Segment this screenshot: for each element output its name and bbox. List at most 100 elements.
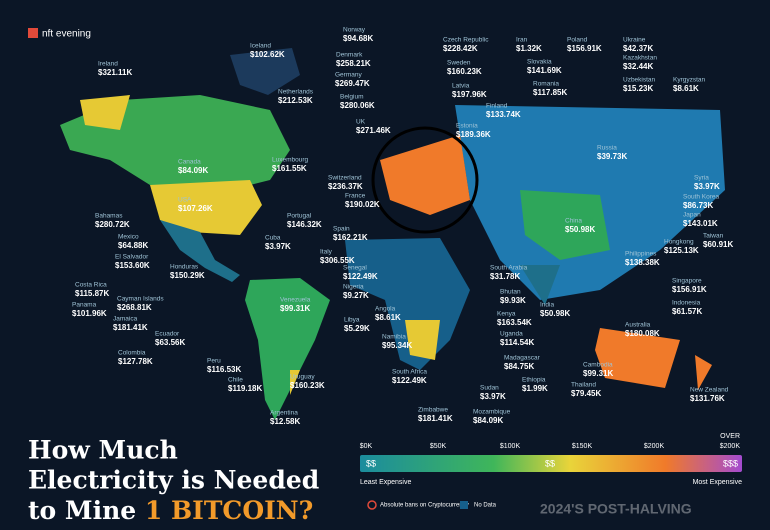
country-value: $306.55K — [320, 256, 355, 265]
country-value: $269.47K — [335, 79, 370, 88]
title-line: to Mine 1 BITCOIN? — [28, 496, 313, 525]
country-value: $39.73K — [597, 152, 627, 161]
country-name: Uganda — [500, 331, 523, 338]
country-name: Madagascar — [504, 355, 541, 362]
country-name: Latvia — [452, 83, 470, 90]
country-name: Iceland — [250, 43, 271, 50]
country-name: Spain — [333, 226, 350, 233]
country-value: $236.37K — [328, 182, 363, 191]
country-value: $116.53K — [207, 365, 241, 374]
country-name: Iran — [516, 37, 528, 44]
country-value: $153.60K — [115, 261, 150, 270]
country-name: Kazakhstan — [623, 55, 657, 62]
country-value: $143.01K — [683, 219, 718, 228]
country-value: $146.32K — [287, 220, 322, 229]
country-value: $115.87K — [75, 289, 109, 298]
country-value: $160.23K — [447, 67, 482, 76]
country-name: Belgium — [340, 94, 363, 101]
country-name: Switzerland — [328, 175, 362, 182]
country-value: $3.97K — [694, 182, 720, 191]
country-name: Cayman Islands — [117, 296, 164, 303]
country-value: $32.44K — [623, 62, 653, 71]
country-value: $133.74K — [486, 110, 521, 119]
country-name: El Salvador — [115, 254, 149, 261]
country-value: $161.55K — [272, 164, 307, 173]
country-value: $50.98K — [565, 225, 595, 234]
legend-tick: $200K — [644, 443, 665, 450]
country-value: $212.53K — [278, 96, 313, 105]
country-name: Angola — [375, 306, 396, 313]
country-value: $141.69K — [527, 66, 562, 75]
country-name: Kyrgyzstan — [673, 77, 706, 84]
continents — [60, 48, 725, 420]
country-name: South Korea — [683, 194, 720, 201]
country-value: $268.81K — [117, 303, 152, 312]
country-name: Senegal — [343, 265, 367, 272]
country-name: Estonia — [456, 123, 478, 130]
country-name: Netherlands — [278, 89, 314, 96]
country-name: China — [565, 218, 582, 225]
country-value: $15.23K — [623, 84, 653, 93]
country-name: Nigeria — [343, 284, 364, 291]
country-value: $125.13K — [664, 246, 699, 255]
country-value: $271.46K — [356, 126, 391, 135]
title-line: Electricity is Needed — [28, 466, 319, 495]
country-name: Germany — [335, 72, 362, 79]
country-value: $156.91K — [672, 285, 707, 294]
country-name: France — [345, 193, 366, 200]
legend-nodata: No Data — [474, 503, 497, 509]
country-value: $79.45K — [571, 389, 601, 398]
country-name: Singapore — [672, 278, 702, 285]
country-value: $190.02K — [345, 200, 380, 209]
country-value: $280.72K — [95, 220, 130, 229]
title-part: to Mine — [28, 496, 145, 525]
country-name: Cambodia — [583, 362, 613, 369]
country-name: Jamaica — [113, 316, 138, 323]
country-name: Italy — [320, 249, 333, 256]
country-name: Ukraine — [623, 37, 646, 44]
country-name: Kenya — [497, 311, 516, 318]
country-name: Luxembourg — [272, 157, 309, 164]
country-value: $163.54K — [497, 318, 532, 327]
country-name: USA — [178, 197, 192, 204]
country-name: UK — [356, 119, 366, 126]
country-name: Portugal — [287, 213, 312, 220]
country-name: Ireland — [98, 61, 118, 68]
country-name: Australia — [625, 322, 651, 329]
country-value: $12.58K — [270, 417, 300, 426]
country-name: Romania — [533, 81, 559, 88]
legend-symbol: $$ — [366, 458, 376, 468]
legend-symbol: $$$ — [723, 458, 738, 468]
legend-tick: $50K — [430, 443, 447, 450]
country-name: Poland — [567, 37, 588, 44]
country-name: Mozambique — [473, 409, 511, 416]
nodata-icon — [460, 501, 468, 509]
country-name: Panama — [72, 302, 97, 309]
country-value: $42.37K — [623, 44, 653, 53]
legend-ban: Absolute bans on Cryptocurrency — [380, 503, 469, 509]
logo: nft evening — [42, 29, 91, 40]
country-name: Thailand — [571, 382, 596, 389]
country-value: $3.97K — [265, 242, 291, 251]
country-name: Hongkong — [664, 239, 694, 246]
country-name: Colombia — [118, 350, 146, 357]
country-value: $197.96K — [452, 90, 487, 99]
country-name: South Africa — [392, 369, 427, 376]
legend-tick: $100K — [500, 443, 521, 450]
title-part: 1 BITCOIN? — [145, 496, 313, 525]
country-value: $131.76K — [690, 394, 725, 403]
country-name: Ethiopia — [522, 377, 546, 384]
country-value: $84.75K — [504, 362, 534, 371]
country-value: $86.73K — [683, 201, 713, 210]
country-value: $180.08K — [625, 329, 660, 338]
country-value: $280.06K — [340, 101, 375, 110]
country-value: $107.26K — [178, 204, 213, 213]
country-name: Honduras — [170, 264, 199, 271]
country-value: $127.78K — [118, 357, 153, 366]
country-value: $50.98K — [540, 309, 570, 318]
country-name: Bhutan — [500, 289, 521, 296]
legend-tick: OVER — [720, 433, 740, 440]
country-name: Chile — [228, 377, 243, 384]
country-value: $122.49K — [343, 272, 378, 281]
